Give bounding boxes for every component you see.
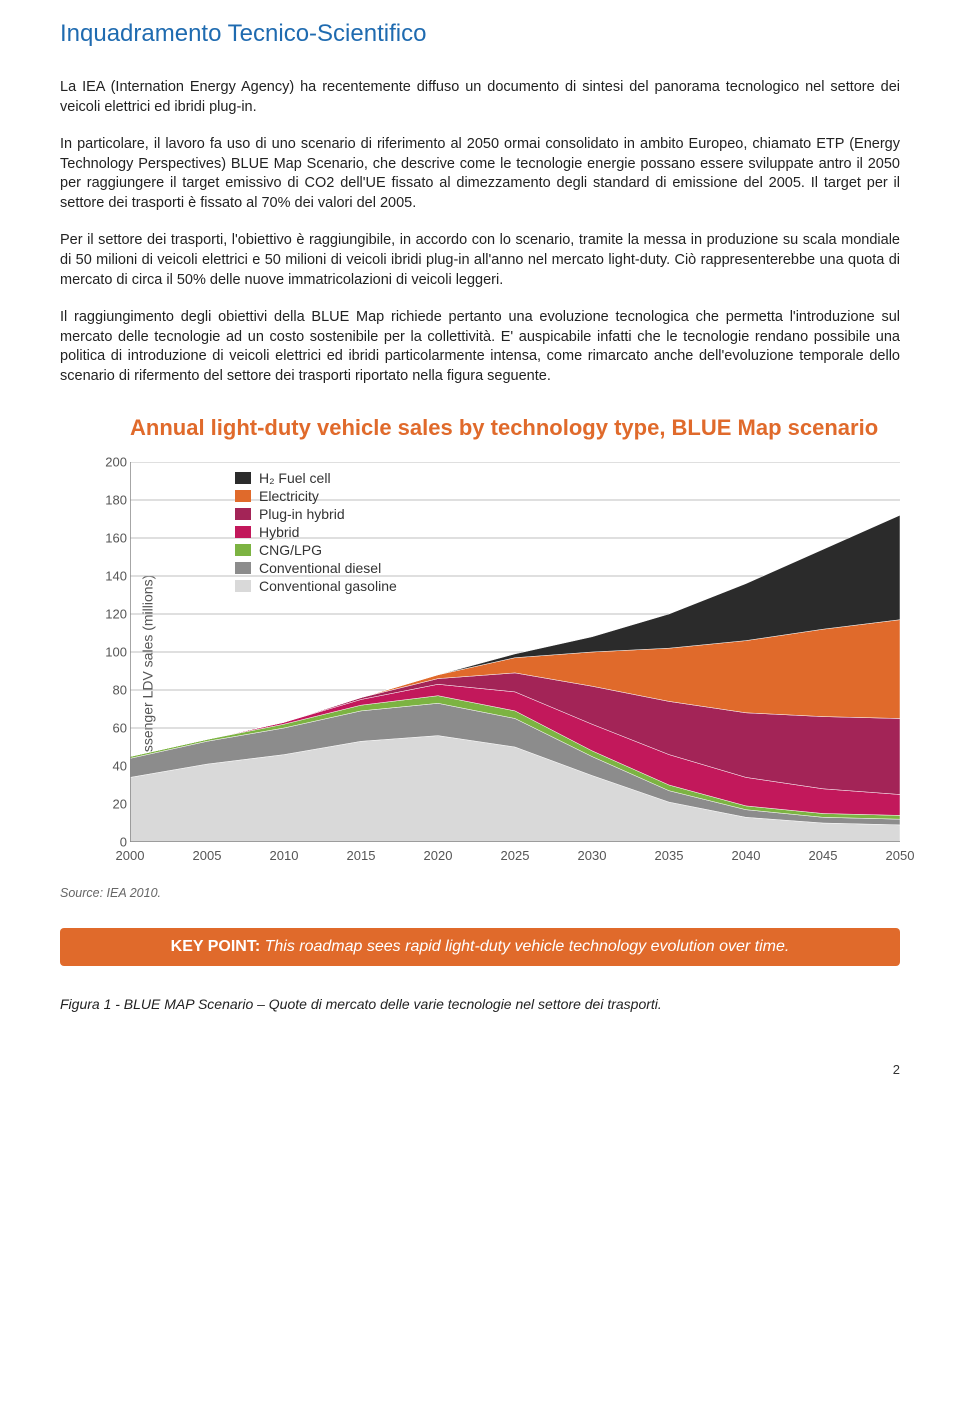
legend-swatch xyxy=(235,526,251,538)
y-tick-label: 200 xyxy=(105,454,127,469)
intro-paragraph-3: Per il settore dei trasporti, l'obiettiv… xyxy=(60,231,900,290)
chart-source: Source: IEA 2010. xyxy=(60,886,900,900)
chart-plot: H₂ Fuel cell Electricity Plug-in hybrid Hyb… xyxy=(130,462,900,842)
y-ticks: 020406080100120140160180200 xyxy=(95,462,127,842)
legend-swatch xyxy=(235,490,251,502)
legend-label: Conventional diesel xyxy=(259,560,381,576)
y-tick-label: 60 xyxy=(113,720,127,735)
y-tick-label: 180 xyxy=(105,492,127,507)
legend-item: Electricity xyxy=(235,488,397,504)
legend-item: Hybrid xyxy=(235,524,397,540)
legend-swatch xyxy=(235,472,251,484)
x-tick-label: 2005 xyxy=(193,848,222,863)
legend-label: Hybrid xyxy=(259,524,299,540)
legend-item: H₂ Fuel cell xyxy=(235,470,397,486)
legend-label: CNG/LPG xyxy=(259,542,322,558)
keypoint-label: KEY POINT: xyxy=(171,938,261,955)
legend-label: Plug-in hybrid xyxy=(259,506,345,522)
intro-paragraph-2: In particolare, il lavoro fa uso di uno … xyxy=(60,135,900,213)
keypoint-text: This roadmap sees rapid light-duty vehic… xyxy=(265,938,790,955)
y-tick-label: 20 xyxy=(113,796,127,811)
x-tick-label: 2025 xyxy=(501,848,530,863)
y-tick-label: 160 xyxy=(105,530,127,545)
x-tick-label: 2015 xyxy=(347,848,376,863)
x-tick-label: 2045 xyxy=(809,848,838,863)
legend-item: Conventional gasoline xyxy=(235,578,397,594)
chart-legend: H₂ Fuel cell Electricity Plug-in hybrid Hyb… xyxy=(235,470,397,596)
x-tick-label: 2020 xyxy=(424,848,453,863)
figure-caption: Figura 1 - BLUE MAP Scenario – Quote di … xyxy=(60,996,900,1012)
legend-label: H₂ Fuel cell xyxy=(259,470,331,486)
y-tick-label: 120 xyxy=(105,606,127,621)
intro-paragraph-4: Il raggiungimento degli obiettivi della … xyxy=(60,308,900,386)
legend-swatch xyxy=(235,508,251,520)
page-number: 2 xyxy=(60,1062,900,1077)
x-tick-label: 2040 xyxy=(732,848,761,863)
legend-swatch xyxy=(235,580,251,592)
x-tick-label: 2010 xyxy=(270,848,299,863)
y-tick-label: 100 xyxy=(105,644,127,659)
legend-label: Electricity xyxy=(259,488,319,504)
legend-item: CNG/LPG xyxy=(235,542,397,558)
x-tick-label: 2050 xyxy=(886,848,915,863)
keypoint-banner: KEY POINT: This roadmap sees rapid light… xyxy=(60,928,900,966)
page-heading: Inquadramento Tecnico-Scientifico xyxy=(60,20,900,48)
y-tick-label: 140 xyxy=(105,568,127,583)
x-tick-label: 2030 xyxy=(578,848,607,863)
legend-item: Conventional diesel xyxy=(235,560,397,576)
x-ticks: 2000200520102015202020252030203520402045… xyxy=(130,842,900,882)
chart-title: Annual light-duty vehicle sales by techn… xyxy=(130,414,900,442)
intro-paragraph-1: La IEA (Internation Energy Agency) ha re… xyxy=(60,78,900,117)
legend-swatch xyxy=(235,544,251,556)
legend-swatch xyxy=(235,562,251,574)
legend-item: Plug-in hybrid xyxy=(235,506,397,522)
x-tick-label: 2035 xyxy=(655,848,684,863)
chart-container: Annual light-duty vehicle sales by techn… xyxy=(60,414,900,966)
y-tick-label: 80 xyxy=(113,682,127,697)
x-tick-label: 2000 xyxy=(116,848,145,863)
legend-label: Conventional gasoline xyxy=(259,578,397,594)
chart-area: Passenger LDV sales (millions) 020406080… xyxy=(60,462,900,882)
y-tick-label: 40 xyxy=(113,758,127,773)
